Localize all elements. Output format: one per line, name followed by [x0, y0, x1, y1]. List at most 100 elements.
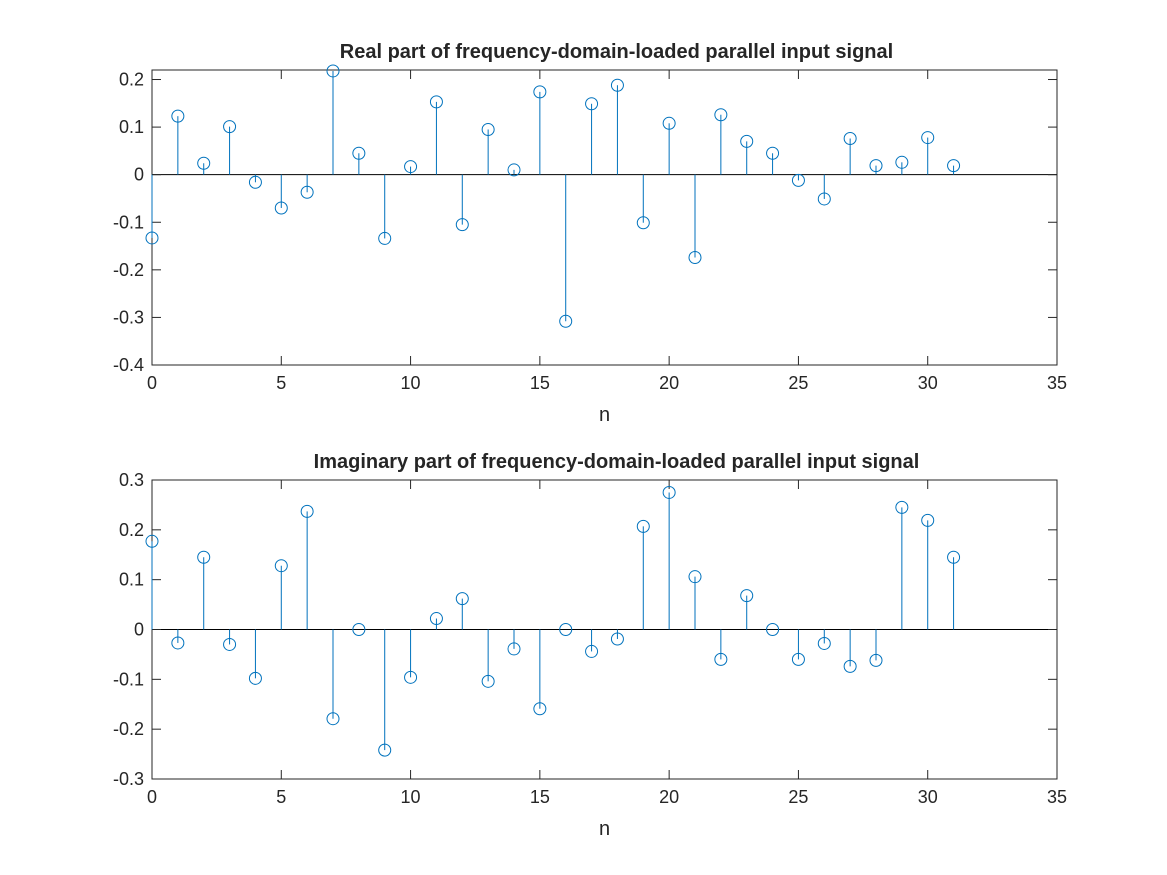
stem-marker [817, 636, 831, 650]
stem-marker [895, 500, 909, 514]
stem-marker [507, 642, 521, 656]
stem-marker [766, 146, 780, 160]
stem-marker [740, 134, 754, 148]
chart-title: Real part of frequency-domain-loaded par… [340, 41, 893, 63]
stem-marker [429, 95, 443, 109]
stem-marker [171, 636, 185, 650]
stem-marker [326, 64, 340, 78]
stem-marker [895, 155, 909, 169]
stem-marker [843, 132, 857, 146]
y-tick-label: 0.1 [119, 570, 144, 590]
stem-marker [921, 131, 935, 145]
stem-marker [843, 659, 857, 673]
stem-marker [145, 231, 159, 245]
stem-marker [274, 201, 288, 215]
stem-marker [197, 156, 211, 170]
stem-marker [662, 116, 676, 130]
stem-marker [248, 671, 262, 685]
x-tick-label: 5 [276, 787, 286, 807]
y-tick-label: -0.1 [113, 669, 144, 689]
stem-marker [688, 570, 702, 584]
stem-marker [481, 122, 495, 136]
stem-marker [223, 120, 237, 134]
y-tick-label: 0.1 [119, 117, 144, 137]
x-tick-label: 10 [401, 787, 421, 807]
stem-marker [688, 250, 702, 264]
y-tick-label: -0.4 [113, 355, 144, 375]
x-tick-label: 5 [276, 373, 286, 393]
stem-marker [378, 231, 392, 245]
stem-marker [740, 589, 754, 603]
stem-marker [223, 637, 237, 651]
y-tick-label: 0.2 [119, 520, 144, 540]
stem-marker [300, 185, 314, 199]
stem-marker [378, 743, 392, 757]
stem-marker [404, 160, 418, 174]
x-tick-label: 35 [1047, 787, 1067, 807]
x-tick-label: 30 [918, 373, 938, 393]
stem-marker [429, 612, 443, 626]
stem-marker [636, 519, 650, 533]
y-tick-label: 0 [134, 165, 144, 185]
x-tick-label: 10 [401, 373, 421, 393]
stem-marker [300, 504, 314, 518]
stem-marker [921, 513, 935, 527]
x-axis-label: n [599, 818, 610, 840]
stem-marker [559, 623, 573, 636]
stem-marker [714, 108, 728, 122]
chart-title: Imaginary part of frequency-domain-loade… [314, 451, 920, 473]
x-tick-label: 20 [659, 373, 679, 393]
stem-marker [585, 97, 599, 111]
stem-marker [352, 146, 366, 160]
stem-marker [326, 712, 340, 726]
stem-marker [791, 173, 805, 187]
x-tick-label: 0 [147, 373, 157, 393]
x-tick-label: 25 [788, 373, 808, 393]
stem-marker [559, 314, 573, 328]
stem-marker [610, 78, 624, 92]
y-tick-label: -0.2 [113, 719, 144, 739]
stem-marker [145, 534, 159, 548]
stem-marker [507, 163, 521, 177]
x-tick-label: 20 [659, 787, 679, 807]
x-axis-label: n [599, 404, 610, 426]
stem-marker [791, 652, 805, 666]
stem-marker [766, 623, 780, 636]
stem-marker [455, 218, 469, 232]
stem-marker [662, 485, 676, 499]
stem-marker [610, 632, 624, 646]
x-tick-label: 15 [530, 787, 550, 807]
y-tick-label: 0 [134, 620, 144, 640]
x-tick-label: 25 [788, 787, 808, 807]
stem-marker [455, 592, 469, 606]
x-tick-label: 0 [147, 787, 157, 807]
x-tick-label: 35 [1047, 373, 1067, 393]
stem-marker [947, 550, 961, 564]
stem-marker [274, 559, 288, 573]
stem-marker [947, 159, 961, 173]
stem-marker [869, 653, 883, 667]
stem-marker [636, 216, 650, 230]
y-tick-label: 0.2 [119, 70, 144, 90]
y-tick-label: -0.1 [113, 212, 144, 232]
stem-marker [352, 623, 366, 636]
y-tick-label: -0.2 [113, 260, 144, 280]
stem-marker [817, 192, 831, 206]
stem-marker [171, 109, 185, 123]
imaginary-part-panel: 0 5 10 15 20 25 30 35 0.3 0.2 0.1 0 -0.1 -0.2 -0.3 Imag… [113, 451, 1067, 840]
y-tick-label: -0.3 [113, 769, 144, 789]
y-tick-label: 0.3 [119, 470, 144, 490]
stem-marker [714, 652, 728, 666]
stem-marker [533, 85, 547, 99]
stem-marker [197, 550, 211, 564]
x-tick-label: 30 [918, 787, 938, 807]
x-tick-label: 15 [530, 373, 550, 393]
stem-marker [869, 159, 883, 173]
real-part-panel: 0 5 10 15 20 25 30 35 0.2 0.1 0 -0.1 -0.2 -0.3 -0.4 Rea… [113, 41, 1067, 426]
y-tick-label: -0.3 [113, 307, 144, 327]
stem-marker [248, 175, 262, 189]
axes-box [151, 69, 1058, 366]
stem-marker [481, 674, 495, 688]
stem-marker [533, 702, 547, 716]
